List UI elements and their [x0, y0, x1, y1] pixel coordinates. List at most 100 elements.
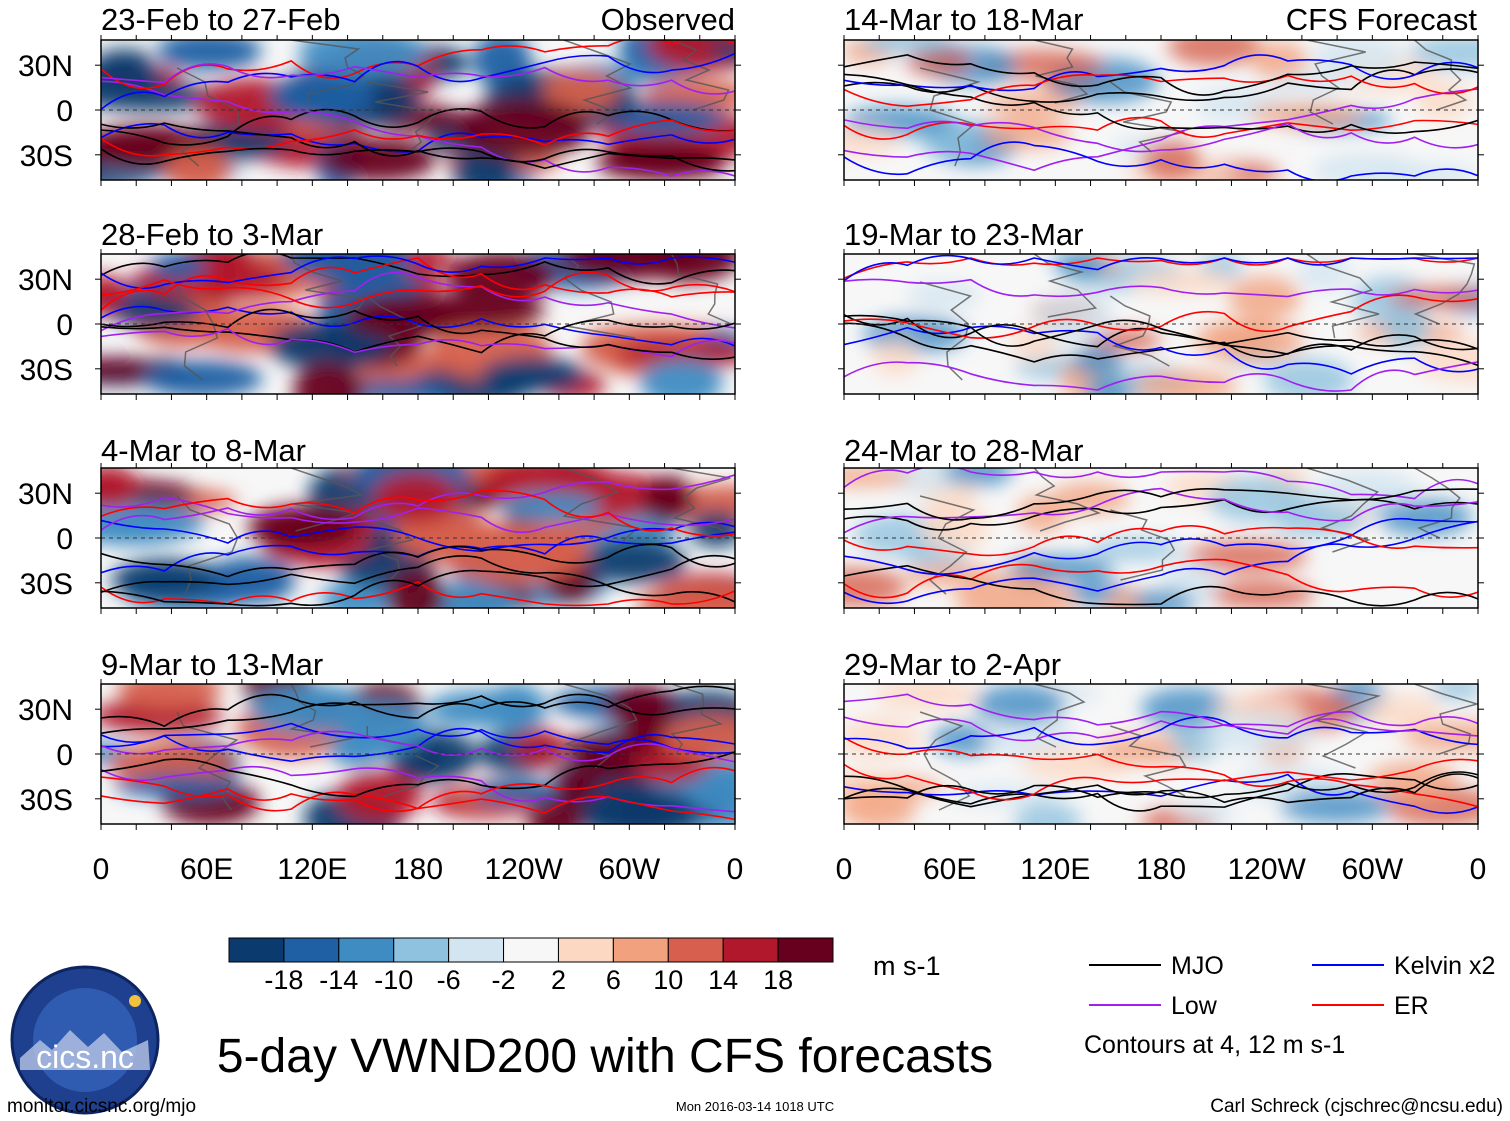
footer-timestamp: Mon 2016-03-14 1018 UTC	[676, 1099, 834, 1114]
panel-1: 23-Feb to 27-Feb 30N 0 30S	[18, 2, 741, 186]
contour-line	[844, 716, 1478, 750]
contour-line	[844, 325, 1478, 375]
contour-line	[844, 74, 1478, 107]
contour-line	[101, 555, 735, 603]
lon-tick-label: 120W	[484, 853, 563, 886]
contour-line	[101, 766, 735, 813]
lat-tick-label: 30N	[18, 478, 73, 511]
panel-period: 29-Mar to 2-Apr	[844, 647, 1061, 682]
lon-tick-label: 0	[836, 853, 853, 886]
lat-tick-label: 30N	[18, 694, 73, 727]
colorbar-tick: 18	[763, 965, 793, 995]
colorbar-tick: 2	[551, 965, 566, 995]
colorbar-swatch	[283, 937, 340, 963]
lat-tick-label: 30S	[20, 140, 73, 173]
contour-line	[101, 693, 735, 735]
colorbar-swatch	[612, 937, 669, 963]
logo-sun	[129, 995, 141, 1007]
logo-mountains	[20, 1030, 150, 1070]
contour-line	[844, 773, 1478, 808]
panel-6: 19-Mar to 23-Mar	[838, 217, 1484, 400]
lat-tick-label: 0	[56, 309, 73, 342]
lon-tick-label: 60W	[598, 853, 660, 886]
contour-line	[844, 314, 1478, 350]
contour-line	[844, 771, 1478, 800]
lat-tick-label: 0	[56, 95, 73, 128]
panel-5: 14-Mar to 18-Mar	[838, 2, 1484, 186]
contour-line	[844, 468, 1478, 500]
panel-period: 9-Mar to 13-Mar	[101, 647, 323, 682]
contour-line	[844, 54, 1478, 92]
contour-line	[101, 257, 735, 311]
footer-author: Carl Schreck (cjschrec@ncsu.edu)	[1210, 1096, 1503, 1117]
logo-text: cics.nc	[36, 1039, 134, 1075]
wind-field	[101, 40, 735, 180]
contour-line	[844, 693, 1478, 737]
contour-line	[844, 736, 1478, 808]
lon-tick-label: 0	[1470, 853, 1487, 886]
contour-line	[101, 255, 735, 289]
panel-7: 24-Mar to 28-Mar	[838, 433, 1484, 614]
contour-line	[844, 488, 1478, 521]
forecast-label: CFS Forecast	[1286, 2, 1478, 37]
contour-line	[101, 543, 735, 578]
lon-tick-label: 0	[727, 853, 744, 886]
contour-line	[844, 361, 1478, 392]
colorbar-tick: -2	[492, 965, 516, 995]
contour-line	[101, 474, 735, 531]
contour-line	[844, 520, 1478, 605]
colorbar-swatch	[667, 937, 724, 963]
contour-line	[101, 496, 735, 534]
contour-line	[101, 554, 735, 607]
lon-tick-label: 180	[1136, 853, 1186, 886]
wind-field	[101, 684, 735, 824]
lat-tick-label: 30S	[20, 354, 73, 387]
colorbar-tick: -6	[437, 965, 461, 995]
contour-line	[844, 322, 1478, 367]
colorbar-swatch	[557, 937, 614, 963]
legend-label: Kelvin x2	[1394, 952, 1495, 980]
observed-label: Observed	[601, 2, 735, 37]
contour-line	[844, 487, 1478, 534]
wind-field	[844, 684, 1478, 824]
figure-title: 5-day VWND200 with CFS forecasts	[217, 1030, 993, 1083]
contour-line	[844, 758, 1478, 801]
lat-tick-label: 30S	[20, 784, 73, 817]
wind-field	[844, 254, 1478, 394]
contour-line	[844, 710, 1478, 742]
panel-3: 4-Mar to 8-Mar 30N 0 30S	[18, 433, 741, 614]
lon-tick-label: 60E	[923, 853, 976, 886]
contour-line	[101, 489, 735, 537]
contour-line	[844, 54, 1478, 96]
contour-legend: MJO Kelvin x2 Low ER Contours at 4, 12 m s-1	[1084, 952, 1495, 1059]
lat-tick-label: 30S	[20, 568, 73, 601]
colorbar: -18 -14 -10 -6 -2 2 6 10 14 18 m s-1	[228, 937, 941, 995]
legend-label: ER	[1394, 992, 1429, 1020]
contour-line	[844, 558, 1478, 599]
panel-period: 23-Feb to 27-Feb	[101, 2, 341, 37]
contour-line	[101, 685, 735, 728]
contour-line	[101, 122, 735, 170]
wind-field	[844, 468, 1478, 608]
panel-period: 14-Mar to 18-Mar	[844, 2, 1083, 37]
panel-8: 29-Mar to 2-Apr	[838, 647, 1484, 830]
lon-tick-label: 0	[93, 853, 110, 886]
colorbar-swatch	[228, 937, 285, 963]
panel-period: 24-Mar to 28-Mar	[844, 433, 1083, 468]
contour-line	[844, 517, 1478, 575]
legend-label: Low	[1171, 992, 1218, 1020]
colorbar-tick: 10	[653, 965, 683, 995]
contour-line	[844, 564, 1478, 607]
lon-tick-label: 120E	[1020, 853, 1090, 886]
contour-line	[101, 519, 735, 553]
contour-line	[844, 773, 1478, 812]
footer-url[interactable]: monitor.cicsnc.org/mjo	[7, 1096, 196, 1117]
wind-field	[101, 254, 735, 394]
contour-line	[101, 271, 735, 309]
contour-line	[101, 581, 735, 607]
contour-line	[101, 147, 735, 172]
lat-tick-label: 30N	[18, 50, 73, 83]
colorbar-swatch	[448, 937, 505, 963]
colorbar-units: m s-1	[873, 951, 941, 981]
lon-tick-label: 120W	[1227, 853, 1306, 886]
